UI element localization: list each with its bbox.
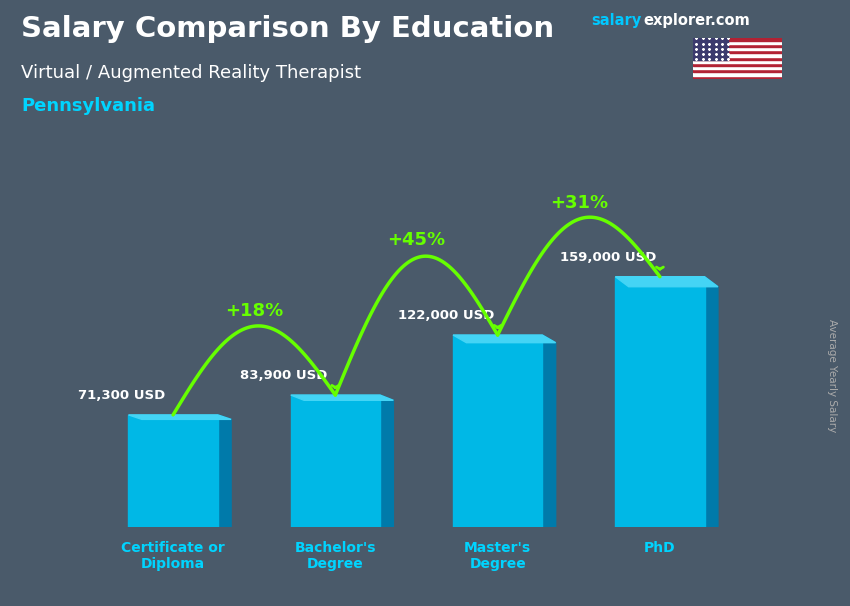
Polygon shape <box>291 395 394 401</box>
Bar <box>693 44 782 47</box>
Polygon shape <box>615 277 718 287</box>
Bar <box>693 73 782 76</box>
Bar <box>693 76 782 79</box>
Bar <box>693 63 782 66</box>
Bar <box>693 41 782 44</box>
Text: Salary Comparison By Education: Salary Comparison By Education <box>21 15 554 43</box>
Text: +18%: +18% <box>225 302 283 320</box>
Text: +45%: +45% <box>388 231 445 249</box>
Polygon shape <box>128 415 231 419</box>
Bar <box>128 415 218 527</box>
Bar <box>615 277 705 527</box>
Text: +31%: +31% <box>550 194 608 212</box>
Bar <box>693 60 782 63</box>
Text: 159,000 USD: 159,000 USD <box>560 251 656 264</box>
Text: Virtual / Augmented Reality Therapist: Virtual / Augmented Reality Therapist <box>21 64 361 82</box>
Polygon shape <box>218 415 231 527</box>
Text: salary: salary <box>591 13 641 28</box>
Bar <box>693 56 782 60</box>
Text: 122,000 USD: 122,000 USD <box>398 310 494 322</box>
Bar <box>693 53 782 56</box>
Text: 71,300 USD: 71,300 USD <box>77 389 165 402</box>
Polygon shape <box>542 335 556 527</box>
Polygon shape <box>705 277 718 527</box>
Bar <box>693 69 782 73</box>
Bar <box>693 66 782 69</box>
Bar <box>693 47 782 50</box>
Bar <box>693 38 728 60</box>
Text: Pennsylvania: Pennsylvania <box>21 97 156 115</box>
Bar <box>693 50 782 53</box>
Bar <box>693 38 782 41</box>
Text: explorer.com: explorer.com <box>643 13 751 28</box>
Text: Average Yearly Salary: Average Yearly Salary <box>827 319 837 432</box>
Text: 83,900 USD: 83,900 USD <box>240 370 327 382</box>
Bar <box>291 395 380 527</box>
Polygon shape <box>453 335 556 342</box>
Polygon shape <box>380 395 394 527</box>
Bar <box>453 335 542 527</box>
